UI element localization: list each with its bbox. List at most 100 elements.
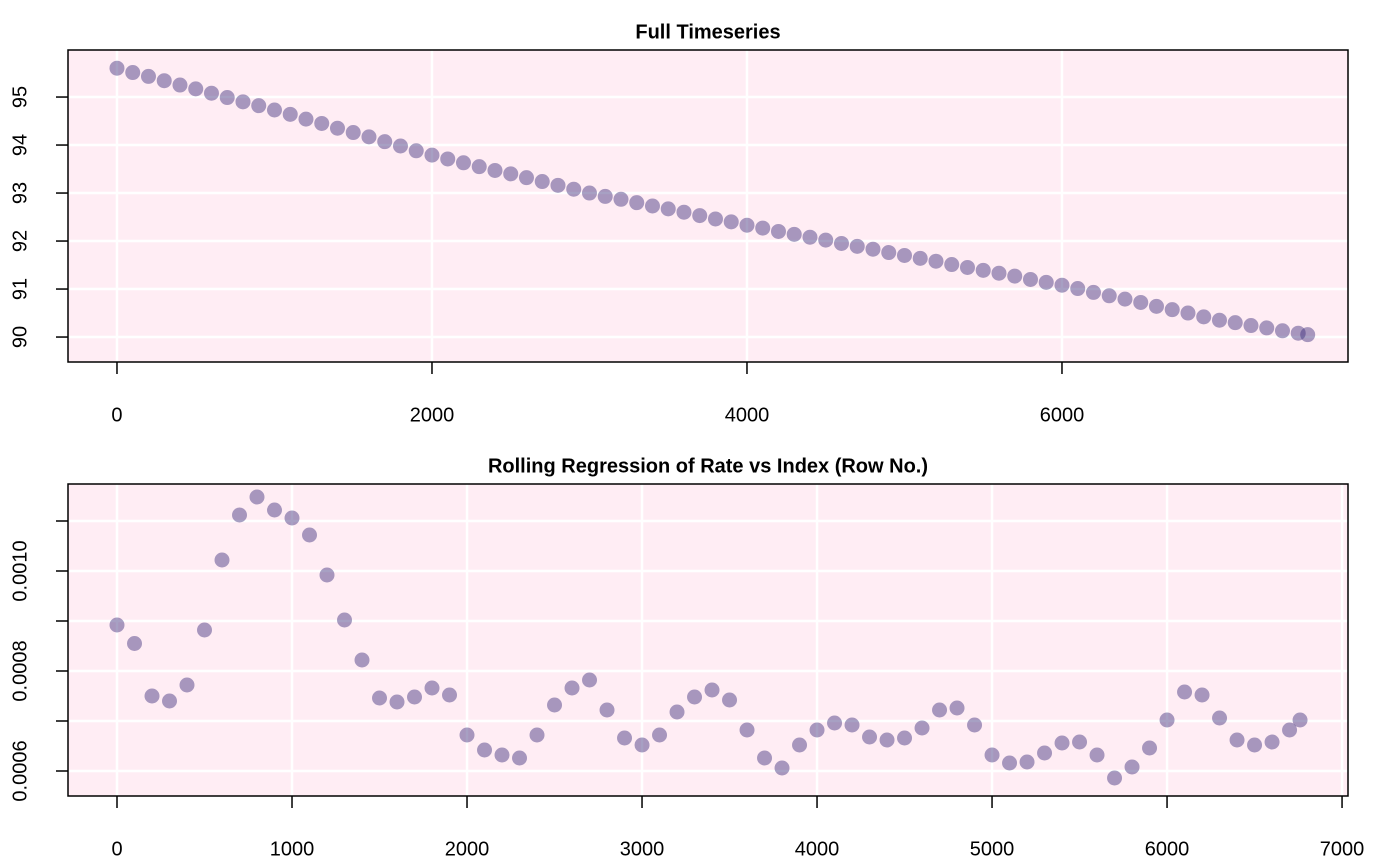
point [723, 214, 739, 230]
x-tick-label: 4000 [795, 838, 840, 860]
point [652, 727, 668, 743]
point [156, 73, 172, 89]
point [1037, 745, 1053, 761]
point [1019, 754, 1035, 770]
point [687, 689, 703, 705]
point [377, 134, 393, 150]
y-tick-label: 91 [9, 278, 31, 300]
point [266, 102, 282, 118]
point [512, 750, 528, 766]
point [833, 235, 849, 251]
point [251, 98, 267, 114]
point [1089, 747, 1105, 763]
point [1101, 288, 1117, 304]
point [172, 77, 188, 93]
point [912, 250, 928, 266]
panel: Full Timeseries 0 2000 4000 6000 90 91 92 93 94 95 [9, 21, 1349, 426]
point [232, 507, 248, 523]
point [1054, 735, 1070, 751]
point [249, 489, 265, 505]
point [329, 120, 345, 136]
y-tick-label: 94 [9, 134, 31, 156]
point [599, 702, 615, 718]
x-tick-label: 1000 [270, 838, 315, 860]
point [144, 688, 160, 704]
point [1227, 315, 1243, 331]
point [1243, 318, 1259, 334]
point [494, 747, 510, 763]
point [1264, 734, 1280, 750]
point [298, 111, 314, 127]
point [1038, 274, 1054, 290]
point [1054, 277, 1070, 293]
point [914, 720, 930, 736]
point [582, 672, 598, 688]
x-tick-label: 7000 [1320, 838, 1365, 860]
point [959, 259, 975, 275]
y-tick-label: 95 [9, 86, 31, 108]
point [617, 730, 633, 746]
plot-background [68, 484, 1348, 796]
point [1107, 770, 1123, 786]
point [1292, 712, 1308, 728]
point [566, 181, 582, 197]
point [1194, 687, 1210, 703]
point [827, 715, 843, 731]
point [755, 220, 771, 236]
point [613, 191, 629, 207]
x-tick-label: 0 [111, 838, 122, 860]
point [188, 81, 204, 97]
point [337, 612, 353, 628]
point [1164, 302, 1180, 318]
point [442, 687, 458, 703]
point [179, 677, 195, 693]
point [770, 223, 786, 239]
point [949, 700, 965, 716]
y-tick-label: 0.0006 [9, 740, 31, 801]
point [1211, 312, 1227, 328]
point [1300, 327, 1316, 343]
point [440, 151, 456, 167]
point [1180, 305, 1196, 321]
point [534, 174, 550, 190]
point [1229, 732, 1245, 748]
point [361, 129, 377, 145]
point [1070, 281, 1086, 297]
point [197, 622, 213, 638]
point [774, 760, 790, 776]
point [1007, 268, 1023, 284]
point [849, 238, 865, 254]
point [1159, 712, 1175, 728]
point [844, 717, 860, 733]
point [928, 253, 944, 269]
panel: Rolling Regression of Rate vs Index (Row… [9, 455, 1364, 860]
point [109, 60, 125, 76]
point [944, 257, 960, 273]
point [424, 147, 440, 163]
chart-title: Full Timeseries [635, 21, 780, 43]
point [389, 694, 405, 710]
point [786, 226, 802, 242]
point [1177, 684, 1193, 700]
point [802, 229, 818, 245]
y-tick-label: 90 [9, 326, 31, 348]
point [660, 201, 676, 217]
point [644, 198, 660, 214]
point [879, 732, 895, 748]
point [282, 106, 298, 122]
point [975, 262, 991, 278]
point [125, 65, 141, 81]
point [140, 68, 156, 84]
point [127, 636, 143, 651]
point [219, 90, 235, 106]
point [392, 138, 408, 154]
point [792, 737, 808, 753]
point [267, 502, 283, 518]
point [739, 217, 755, 233]
chart-title: Rolling Regression of Rate vs Index (Row… [488, 455, 928, 477]
x-tick-label: 5000 [970, 838, 1015, 860]
point [1247, 737, 1263, 753]
point [302, 527, 318, 543]
point [597, 188, 613, 204]
point [564, 680, 580, 696]
